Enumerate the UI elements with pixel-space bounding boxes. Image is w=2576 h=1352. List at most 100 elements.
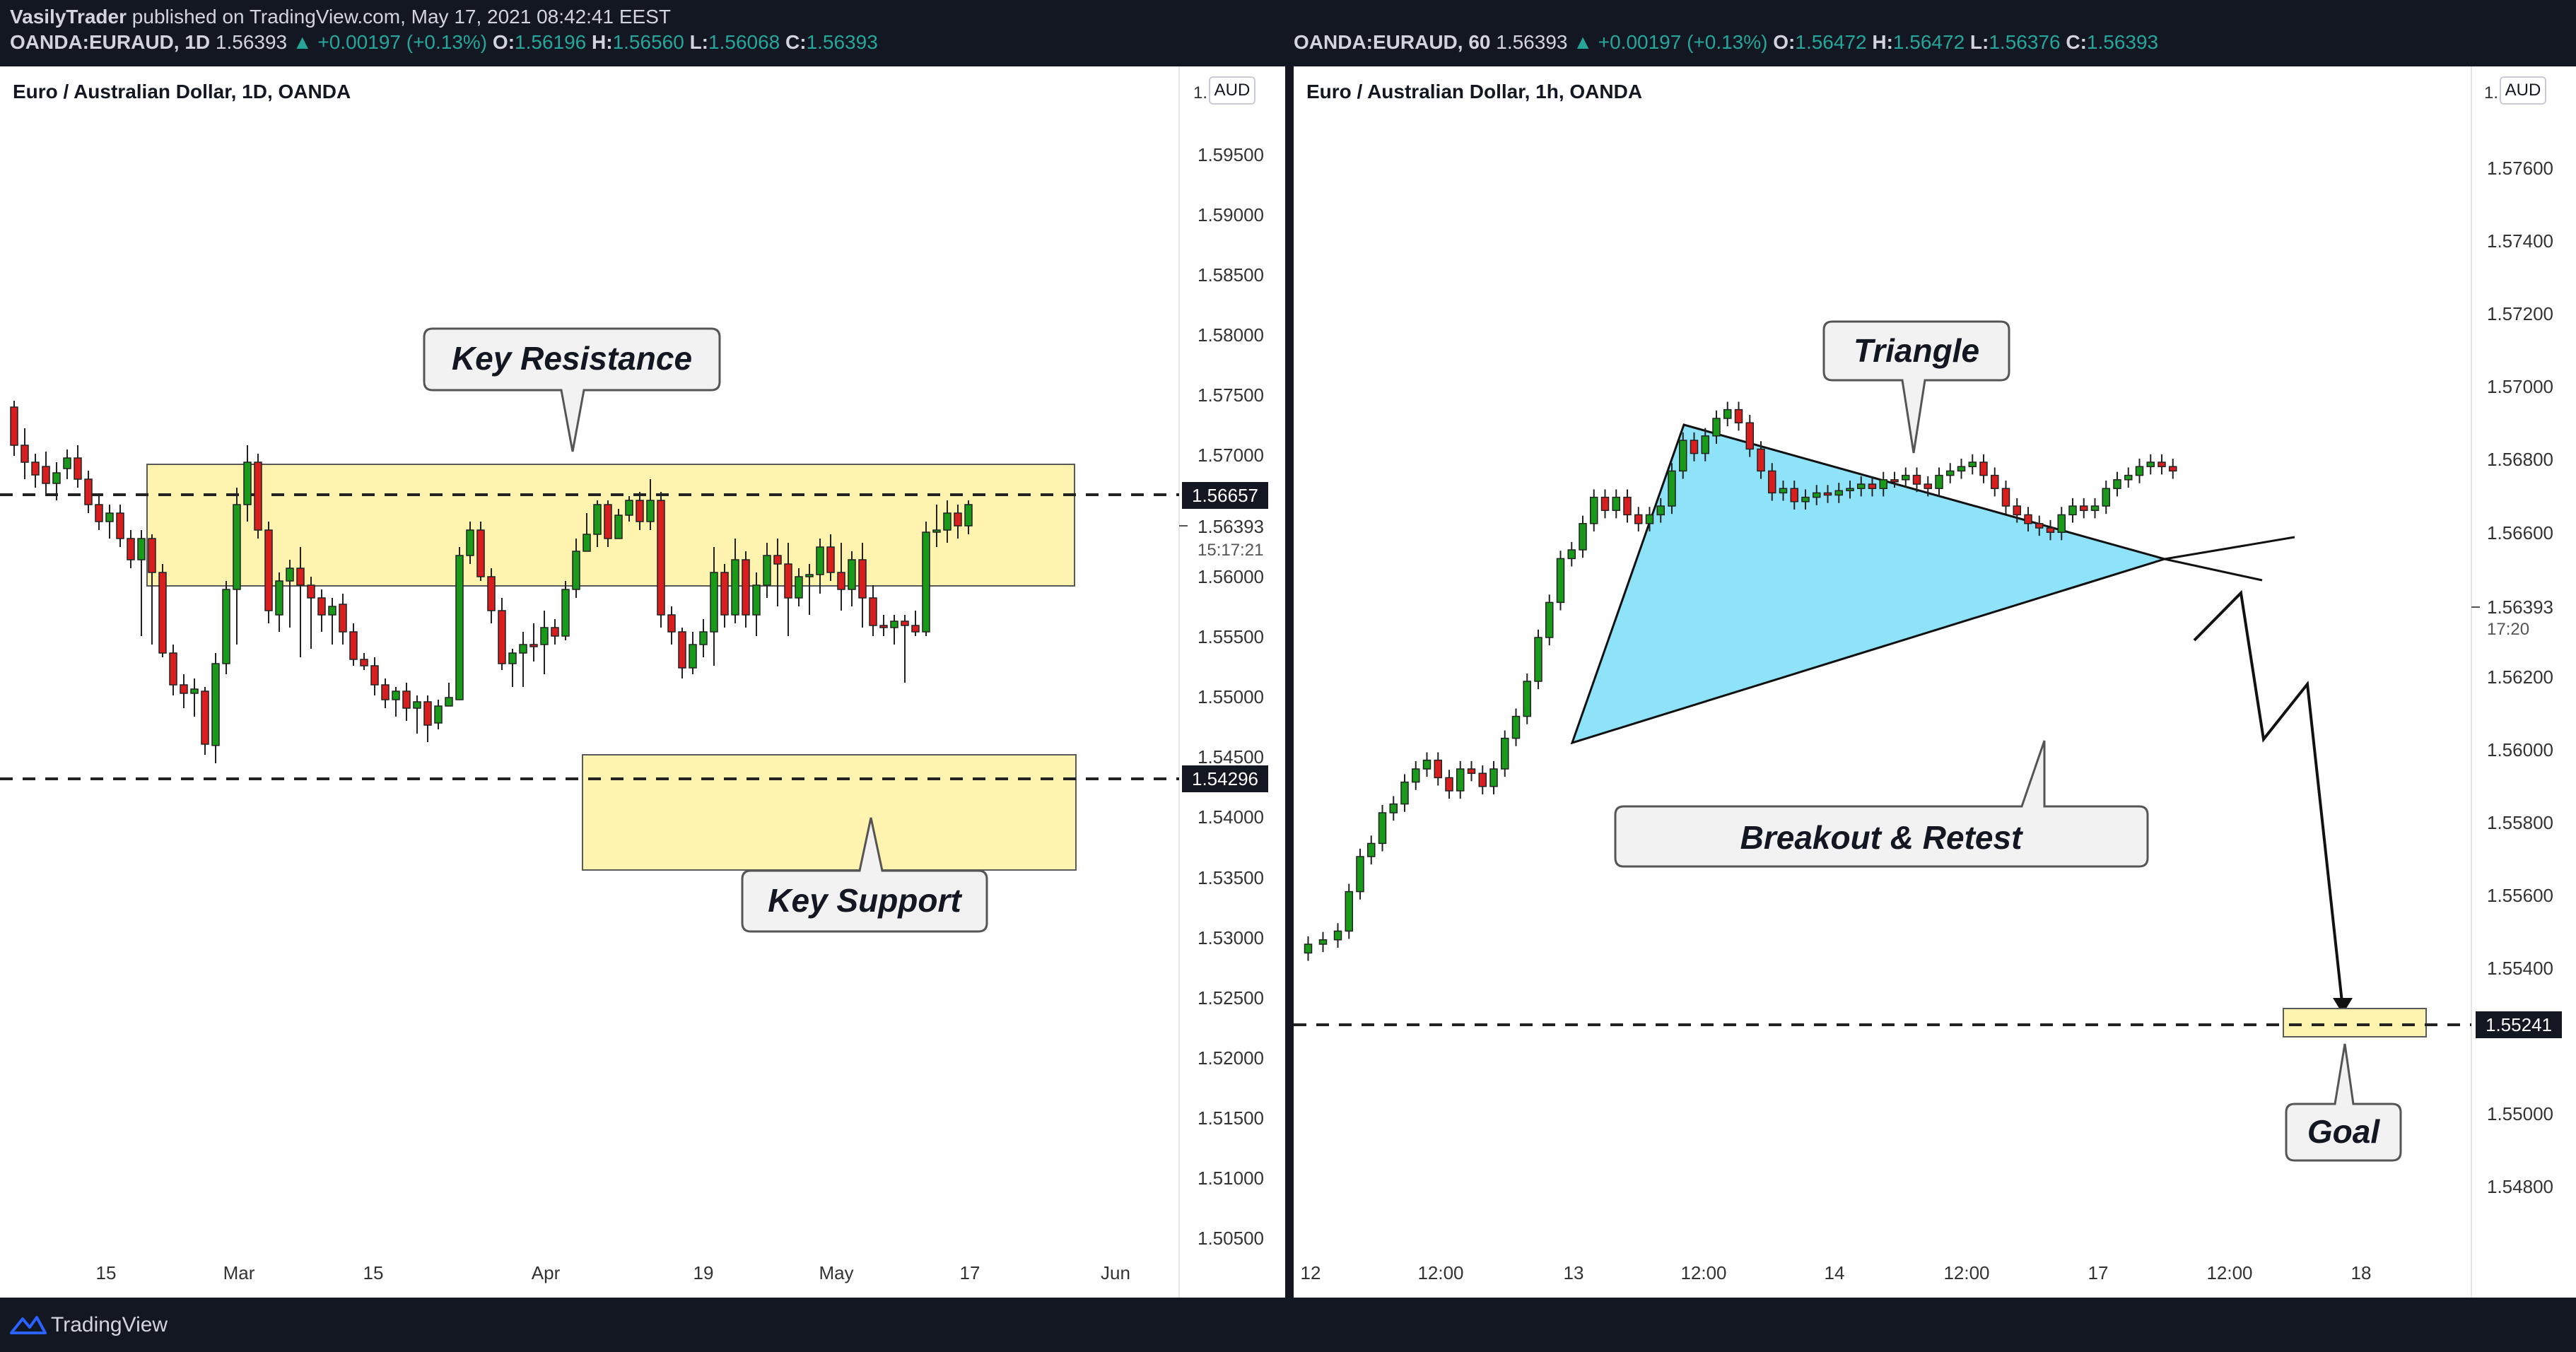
open-value: 1.56472: [1795, 31, 1867, 53]
candle-body: [2102, 488, 2110, 507]
candle-body: [392, 690, 400, 700]
time-tick-label: 12:00: [2206, 1262, 2252, 1283]
key-resistance-callout: [423, 327, 721, 452]
time-tick-label: 17: [2088, 1262, 2109, 1283]
candle-body: [636, 500, 644, 522]
candle-body: [2046, 527, 2055, 533]
candle-body: [254, 462, 262, 531]
candle-body: [487, 576, 496, 611]
candle-body: [1924, 483, 1932, 489]
left-chart-panel[interactable]: 1.59500 1.59000 1.58500 1.58000 1.57500 1.570…: [0, 66, 1285, 1298]
price-tick-label: 1.57000: [1198, 445, 1264, 466]
candle-body: [1600, 496, 1610, 511]
tradingview-logo-icon[interactable]: [10, 1313, 47, 1336]
candle-body: [837, 572, 845, 590]
time-tick-label: May: [819, 1262, 853, 1283]
candle-body: [614, 515, 623, 539]
candle-body: [137, 538, 146, 560]
publish-info: VasilyTrader published on TradingView.co…: [10, 6, 671, 28]
candle-body: [858, 559, 867, 599]
candle-body: [1623, 496, 1632, 516]
left-time-axis: 15 Mar 15 Apr 19 May 17 Jun: [96, 1262, 1130, 1283]
candle-body: [95, 504, 103, 522]
candle-body: [529, 644, 538, 647]
right-time-axis: 12 12:00 13 12:00 14 12:00 17 12:00 18: [1301, 1262, 2372, 1283]
candle-body: [1489, 768, 1498, 787]
candle-body: [349, 631, 358, 660]
candle-body: [1567, 549, 1576, 560]
candle-body: [1501, 737, 1509, 770]
candle-body: [1946, 470, 1955, 476]
price-tick-label: 1.56000: [1198, 566, 1264, 587]
candle-body: [1668, 470, 1676, 507]
left-candlesticks: [10, 401, 973, 763]
candle-body: [233, 504, 241, 590]
candle-body: [10, 406, 18, 446]
candle-body: [2068, 505, 2077, 516]
candle-body: [805, 574, 814, 577]
right-chart-svg[interactable]: 1.57600 1.57400 1.57200 1.57000 1.56800 1.566…: [1294, 66, 2576, 1298]
candle-body: [317, 597, 326, 616]
key-support-callout-box: [741, 817, 988, 933]
candle-body: [1656, 505, 1665, 516]
price-tick-label: 1.55500: [1198, 626, 1264, 647]
time-tick-label: 17: [960, 1262, 980, 1283]
candle-body: [116, 512, 124, 539]
price-tick-label: 1.50500: [1198, 1228, 1264, 1249]
candle-body: [21, 445, 29, 463]
candle-body: [1389, 803, 1398, 813]
candle-body: [1634, 514, 1643, 524]
publisher-name[interactable]: VasilyTrader: [10, 6, 127, 28]
candle-body: [646, 500, 655, 522]
candle-body: [127, 538, 135, 560]
candle-body: [1434, 759, 1442, 779]
candle-body: [731, 559, 739, 616]
candle-body: [2124, 474, 2133, 481]
price-top-partial: 1.: [2484, 83, 2499, 102]
candle-body: [243, 462, 252, 505]
key-support-text: Key Support: [768, 882, 962, 919]
candle-body: [1445, 777, 1453, 792]
candle-body: [1690, 440, 1699, 454]
candle-body: [2169, 466, 2177, 472]
candle-body: [1790, 488, 1798, 502]
right-chart-panel[interactable]: 1.57600 1.57400 1.57200 1.57000 1.56800 1.566…: [1294, 66, 2576, 1298]
candle-body: [1356, 856, 1364, 893]
candle-body: [699, 631, 708, 645]
candle-body: [1467, 768, 1476, 774]
currency-badge[interactable]: AUD: [1209, 76, 1255, 105]
candle-body: [1768, 470, 1776, 494]
candle-body: [1823, 492, 1832, 496]
candle-body: [1968, 462, 1977, 467]
open-value: 1.56196: [515, 31, 587, 53]
candle-body: [42, 466, 50, 484]
candle-body: [1318, 939, 1328, 945]
candle-body: [901, 621, 909, 626]
price-top-partial: 1.: [1193, 83, 1208, 102]
currency-badge[interactable]: AUD: [2500, 76, 2546, 105]
candle-body: [561, 589, 570, 637]
candle-body: [689, 644, 697, 669]
resistance-line-ext: [2164, 558, 2263, 582]
candle-body: [572, 551, 580, 590]
left-chart-svg[interactable]: 1.59500 1.59000 1.58500 1.58000 1.57500 1.570…: [0, 66, 1285, 1298]
candle-body: [423, 701, 432, 726]
low-value: 1.56376: [1989, 31, 2061, 53]
candle-body: [1890, 479, 1899, 483]
candle-body: [1813, 492, 1821, 498]
candle-body: [593, 504, 602, 535]
symbol-label: OANDA:EURAUD, 60: [1294, 31, 1491, 53]
candle-body: [763, 555, 771, 586]
candle-body: [1991, 474, 1999, 489]
candle-body: [519, 644, 527, 654]
price-tick-label: 1.56200: [2487, 666, 2553, 688]
price-tick-label: 1.52500: [1198, 987, 1264, 1009]
candle-body: [169, 652, 177, 686]
price-tick-label: 1.55000: [1198, 686, 1264, 707]
footer: TradingView: [0, 1298, 2576, 1352]
candle-body: [1935, 474, 1943, 489]
tradingview-brand[interactable]: TradingView: [51, 1313, 168, 1336]
candle-body: [678, 631, 686, 669]
bar-countdown: 17:20: [2487, 620, 2529, 639]
candle-body: [1801, 496, 1810, 502]
